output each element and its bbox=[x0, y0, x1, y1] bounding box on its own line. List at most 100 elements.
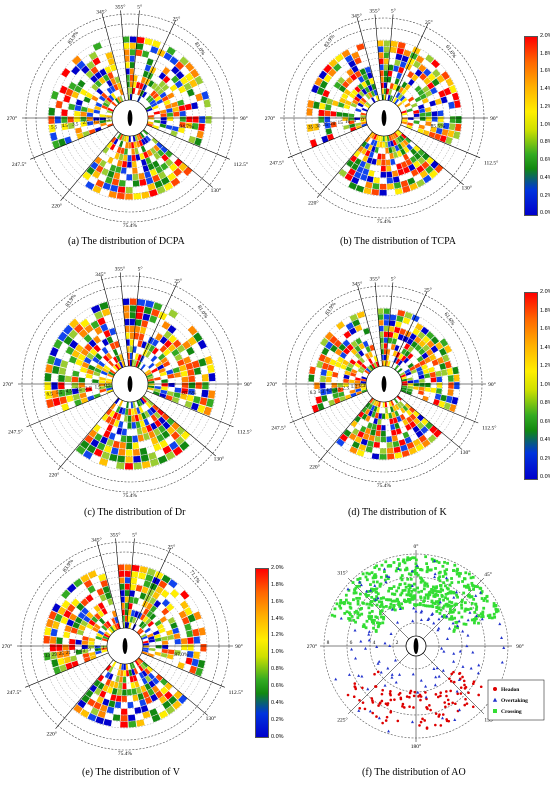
scale-label: 4.5 bbox=[62, 124, 69, 129]
scatter-point-crossing bbox=[417, 590, 421, 594]
heat-cell bbox=[401, 449, 410, 458]
caption-f: (f) The distribution of AO bbox=[362, 767, 466, 778]
scatter-point-headon bbox=[472, 680, 476, 683]
heat-cell bbox=[131, 668, 136, 676]
heat-cell bbox=[379, 454, 387, 460]
heat-cell bbox=[348, 181, 358, 190]
heat-cell bbox=[151, 308, 160, 318]
angle-label: 355° bbox=[115, 265, 125, 272]
heat-cell bbox=[104, 592, 112, 600]
heat-cell bbox=[135, 154, 141, 161]
heat-cell bbox=[406, 390, 412, 395]
heat-cell bbox=[406, 388, 413, 392]
heat-cell bbox=[152, 404, 159, 411]
scatter-point-crossing bbox=[392, 607, 395, 611]
heat-cell bbox=[186, 116, 193, 123]
heat-cell bbox=[147, 385, 155, 389]
heat-cell bbox=[66, 395, 74, 403]
scatter-point-overtaking bbox=[445, 637, 449, 640]
scale-label: 15 bbox=[338, 121, 344, 126]
sector-boundary bbox=[400, 390, 479, 424]
heat-cell bbox=[149, 406, 157, 414]
heat-cell bbox=[343, 88, 351, 96]
scatter-point-crossing bbox=[365, 602, 369, 606]
heat-cell bbox=[103, 364, 111, 371]
own-ship-icon bbox=[127, 110, 133, 126]
heat-cell bbox=[99, 95, 106, 102]
heat-cell bbox=[145, 424, 153, 433]
heat-cell bbox=[51, 382, 58, 390]
heat-cell bbox=[375, 95, 380, 102]
heat-cell bbox=[159, 616, 168, 623]
heat-cell bbox=[130, 318, 136, 326]
heat-cell bbox=[99, 704, 108, 713]
scatter-point-crossing bbox=[495, 610, 498, 614]
heat-cell bbox=[124, 325, 130, 333]
heat-cell bbox=[107, 170, 115, 178]
heat-cell bbox=[331, 387, 338, 394]
scatter-point-crossing bbox=[362, 624, 366, 628]
scatter-point-headon bbox=[456, 692, 459, 696]
scatter-point-crossing bbox=[399, 582, 402, 586]
scatter-point-overtaking bbox=[424, 684, 428, 688]
heat-cell bbox=[322, 89, 330, 98]
scatter-point-crossing bbox=[457, 611, 461, 615]
heat-cell bbox=[150, 355, 158, 363]
scatter-point-crossing bbox=[372, 574, 376, 578]
heat-cell bbox=[89, 348, 98, 356]
heat-cell bbox=[96, 88, 104, 95]
scale-label: 4.5 bbox=[66, 390, 73, 395]
heat-cell bbox=[360, 438, 368, 446]
scatter-point-overtaking bbox=[367, 638, 371, 642]
scatter-point-crossing bbox=[419, 580, 423, 584]
heat-cell bbox=[349, 389, 356, 394]
heat-cell bbox=[129, 616, 134, 623]
heat-cell bbox=[349, 359, 357, 366]
scatter-point-crossing bbox=[378, 610, 382, 614]
heat-cell bbox=[429, 100, 436, 107]
scatter-point-crossing bbox=[407, 590, 411, 594]
heat-cell bbox=[76, 629, 84, 636]
heat-cell bbox=[77, 353, 86, 362]
heat-cell bbox=[109, 410, 116, 418]
scatter-point-crossing bbox=[398, 562, 401, 566]
heat-cell bbox=[87, 698, 96, 707]
heat-cell bbox=[361, 107, 368, 112]
scatter-point-headon bbox=[401, 702, 405, 706]
heat-cell bbox=[380, 343, 384, 349]
scale-label: 5.5 bbox=[56, 391, 63, 396]
heat-cell bbox=[401, 112, 408, 116]
heat-cell bbox=[57, 331, 68, 342]
heat-cell bbox=[108, 190, 117, 199]
heat-cell bbox=[161, 84, 170, 92]
heat-cell bbox=[50, 651, 57, 660]
heat-cell bbox=[161, 386, 168, 391]
heat-cell bbox=[82, 635, 89, 641]
scatter-point-crossing bbox=[380, 600, 384, 604]
scatter-point-crossing bbox=[365, 594, 368, 598]
heat-cell bbox=[169, 56, 179, 66]
heat-cell bbox=[108, 673, 114, 681]
heat-cell bbox=[431, 78, 440, 87]
heat-cell bbox=[121, 609, 125, 616]
heat-cell bbox=[114, 76, 120, 84]
colorbar-tick: 1.8% bbox=[540, 51, 550, 57]
heat-cell bbox=[384, 308, 390, 315]
heat-cell bbox=[103, 445, 112, 454]
heat-cell bbox=[112, 412, 119, 420]
heat-cell bbox=[140, 623, 147, 630]
scatter-point-crossing bbox=[392, 592, 396, 596]
heat-cell bbox=[137, 692, 145, 701]
heat-cell bbox=[88, 339, 97, 348]
heat-cell bbox=[155, 332, 163, 342]
heat-cell bbox=[143, 306, 153, 315]
heat-cell bbox=[431, 116, 438, 122]
heat-cell bbox=[78, 382, 85, 388]
heat-cell bbox=[365, 93, 371, 100]
scatter-point-overtaking bbox=[412, 606, 416, 610]
heat-cell bbox=[198, 627, 206, 636]
heat-cell bbox=[449, 403, 457, 413]
heat-cell bbox=[161, 153, 169, 162]
heat-cell bbox=[451, 92, 460, 101]
